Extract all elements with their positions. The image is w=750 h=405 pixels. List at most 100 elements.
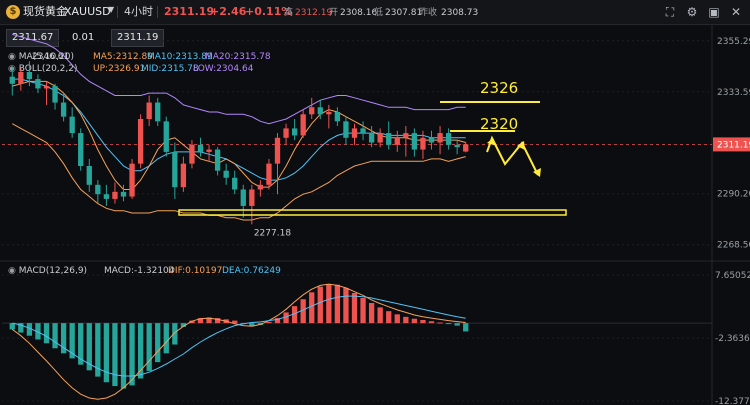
arrow-head — [517, 141, 525, 150]
prev-close-value: 2308.73 — [441, 8, 479, 18]
low-price-label: 2277.18 — [254, 228, 291, 238]
candle-body — [334, 111, 341, 122]
candle-body — [26, 72, 33, 80]
candle-body — [197, 144, 204, 152]
last-price-tag — [713, 137, 750, 152]
macd-tick-label: 7.65052 — [715, 271, 750, 281]
gold-coin-icon: $ — [6, 5, 20, 19]
macd-bar — [78, 323, 84, 365]
macd-bar — [137, 323, 144, 379]
macd-bar — [172, 323, 178, 345]
settings-icon[interactable]: ⚙ — [686, 5, 698, 19]
ma20-legend: MA20:2315.78 — [205, 52, 271, 62]
candle-body — [214, 149, 221, 171]
candle-body — [155, 102, 161, 122]
macd-bar — [343, 287, 349, 324]
candle-body — [326, 111, 332, 115]
macd-bar — [214, 318, 221, 324]
macd-bar — [95, 323, 101, 377]
divider — [157, 6, 158, 18]
macd-bar — [155, 323, 161, 363]
high-value: 2312.19 — [295, 8, 333, 18]
candle-body — [454, 144, 460, 148]
macd-bar — [249, 323, 255, 327]
prev-close-label: 昨收 — [419, 8, 438, 18]
macd-legend-label: ◉ MACD(12,26,9) — [8, 266, 88, 276]
open-value: 2308.16 — [340, 8, 378, 18]
candle-body — [35, 79, 41, 89]
dif-legend: DIF:0.10197 — [168, 266, 223, 276]
candle-body — [368, 133, 375, 143]
candle-body — [428, 137, 435, 143]
macd-bar — [69, 323, 75, 359]
macd-bar — [18, 323, 24, 333]
instrument-name[interactable]: 现货黄金 — [23, 5, 67, 18]
support-zone-box — [178, 209, 567, 216]
candle-body — [463, 144, 469, 152]
candle-body — [445, 133, 452, 145]
candle-body — [95, 184, 101, 195]
macd-bar — [291, 306, 298, 324]
price-tick-label: 2268.50 — [717, 241, 750, 251]
eye-icon[interactable]: ◉ — [8, 266, 19, 276]
camera-icon[interactable]: ▣ — [708, 5, 720, 19]
macd-bar — [112, 323, 118, 387]
macd-bar — [266, 321, 272, 324]
candle-body — [86, 166, 92, 185]
open-label: 开 — [329, 8, 339, 18]
candle-body — [394, 137, 400, 145]
boll-lower-line — [12, 123, 466, 221]
candle-body — [403, 133, 409, 138]
candle-body — [283, 128, 289, 138]
candle-body — [52, 86, 58, 103]
step-chip[interactable]: 0.01 — [72, 32, 95, 43]
macd-bar — [420, 319, 426, 324]
fullscreen-icon[interactable]: ⛶ — [665, 5, 675, 19]
ma10-legend: MA10:2313.89 — [147, 52, 213, 62]
macd-bar — [437, 322, 443, 324]
price-tick-label: 2355.29 — [717, 37, 750, 47]
chevron-down-icon[interactable]: ▼ — [108, 5, 115, 14]
last-price: 2311.19 — [164, 5, 215, 18]
macd-bar — [180, 323, 187, 327]
candle-body — [78, 133, 84, 166]
candle-body — [112, 191, 118, 199]
candle-body — [317, 107, 323, 115]
macd-bar — [129, 323, 135, 386]
candle-body — [257, 184, 264, 190]
macd-bar — [283, 312, 289, 324]
boll-mid-legend: MID:2315.78 — [141, 64, 199, 74]
candle-body — [351, 128, 358, 138]
macd-tick-label: -12.37787 — [715, 397, 750, 405]
price-chip-a[interactable]: 2311.67 — [6, 29, 60, 47]
macd-bar — [317, 286, 323, 324]
macd-bar — [411, 318, 418, 324]
candle-body — [137, 119, 144, 164]
macd-bar — [60, 323, 67, 354]
boll-upper-line — [12, 33, 466, 125]
candle-body — [146, 102, 152, 119]
macd-bar — [274, 318, 281, 324]
timeframe-selector[interactable]: 4小时 — [124, 5, 153, 18]
low-value: 2307.81 — [385, 8, 423, 18]
macd-bar — [454, 323, 460, 326]
macd-bar — [463, 323, 469, 332]
eye-icon[interactable]: ◉ — [8, 52, 19, 62]
candle-body — [223, 170, 229, 178]
symbol[interactable]: XAUUSD — [64, 5, 111, 18]
macd-bar — [232, 320, 238, 324]
macd-bar — [403, 316, 409, 324]
macd-bar — [326, 284, 332, 324]
price-tick-label: 2311.19 — [717, 140, 750, 150]
price-chip-b[interactable]: 2311.19 — [111, 29, 165, 47]
macd-value-legend: MACD:-1.32104 — [104, 266, 175, 276]
ma-legend-label: ◉ MA(5,10,20) — [8, 52, 75, 62]
macd-bar — [43, 323, 50, 344]
candle-body — [249, 189, 255, 206]
macd-bar — [334, 284, 341, 324]
macd-bar — [206, 317, 212, 324]
price-change: +2.46 — [210, 5, 247, 18]
close-icon[interactable]: ✕ — [730, 5, 742, 19]
candle-body — [18, 72, 24, 84]
